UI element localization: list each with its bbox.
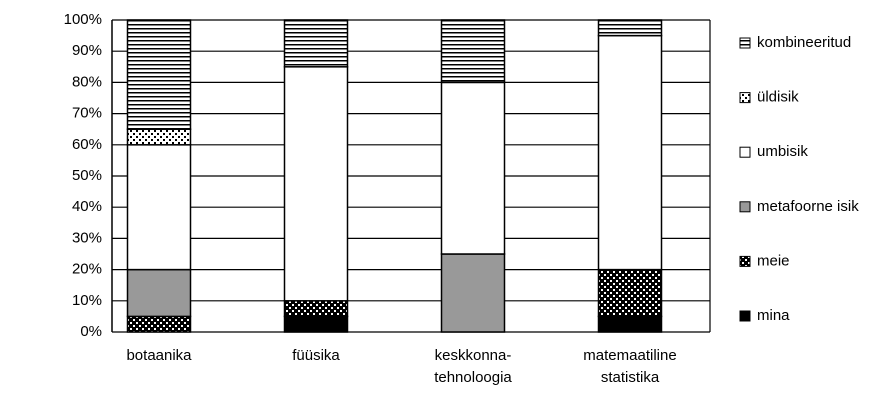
bar-segment bbox=[597, 315, 663, 333]
bar-segment bbox=[126, 144, 192, 271]
legend-label: umbisik bbox=[757, 143, 808, 160]
x-tick-label: keskkonna- bbox=[435, 347, 512, 364]
y-tick-label: 0% bbox=[80, 323, 102, 340]
legend-label: metafoorne isik bbox=[757, 198, 859, 215]
bar-segment bbox=[283, 19, 349, 68]
legend-label: kombineeritud bbox=[757, 34, 851, 51]
bar-segment bbox=[126, 19, 192, 130]
y-tick-label: 90% bbox=[72, 42, 102, 59]
bar-segment bbox=[283, 315, 349, 333]
bar-segment bbox=[597, 19, 663, 37]
legend-swatch bbox=[739, 255, 751, 267]
legend-swatch bbox=[739, 37, 751, 49]
x-tick-label: füüsika bbox=[292, 347, 340, 364]
legend-label: meie bbox=[757, 252, 790, 269]
bar-segment bbox=[597, 268, 663, 318]
x-tick-label: tehnoloogia bbox=[434, 369, 512, 386]
x-tick-label: botaanika bbox=[126, 347, 192, 364]
y-tick-label: 80% bbox=[72, 73, 102, 90]
y-tick-label: 10% bbox=[72, 292, 102, 309]
legend-swatch bbox=[739, 92, 751, 104]
x-tick-label: statistika bbox=[601, 369, 660, 386]
y-tick-label: 20% bbox=[72, 261, 102, 278]
x-tick-label: matemaatiline bbox=[583, 347, 676, 364]
bar-segment bbox=[126, 128, 192, 146]
legend-swatch bbox=[739, 310, 751, 322]
legend-swatch bbox=[739, 146, 751, 158]
bar-segment bbox=[283, 300, 349, 318]
bar-segment bbox=[440, 19, 506, 84]
bar-segment bbox=[126, 268, 192, 318]
bar-segment bbox=[440, 81, 506, 255]
y-tick-label: 40% bbox=[72, 198, 102, 215]
y-tick-label: 30% bbox=[72, 229, 102, 246]
legend-label: üldisik bbox=[757, 89, 799, 106]
y-tick-label: 70% bbox=[72, 105, 102, 122]
y-tick-label: 50% bbox=[72, 167, 102, 184]
y-tick-label: 100% bbox=[64, 11, 102, 28]
bar-segment bbox=[126, 315, 192, 333]
bar-segment bbox=[597, 34, 663, 271]
y-tick-label: 60% bbox=[72, 136, 102, 153]
bar-segment bbox=[283, 66, 349, 302]
legend-swatch bbox=[739, 201, 751, 213]
bar-segment bbox=[440, 253, 506, 333]
legend-label: mina bbox=[757, 307, 790, 324]
